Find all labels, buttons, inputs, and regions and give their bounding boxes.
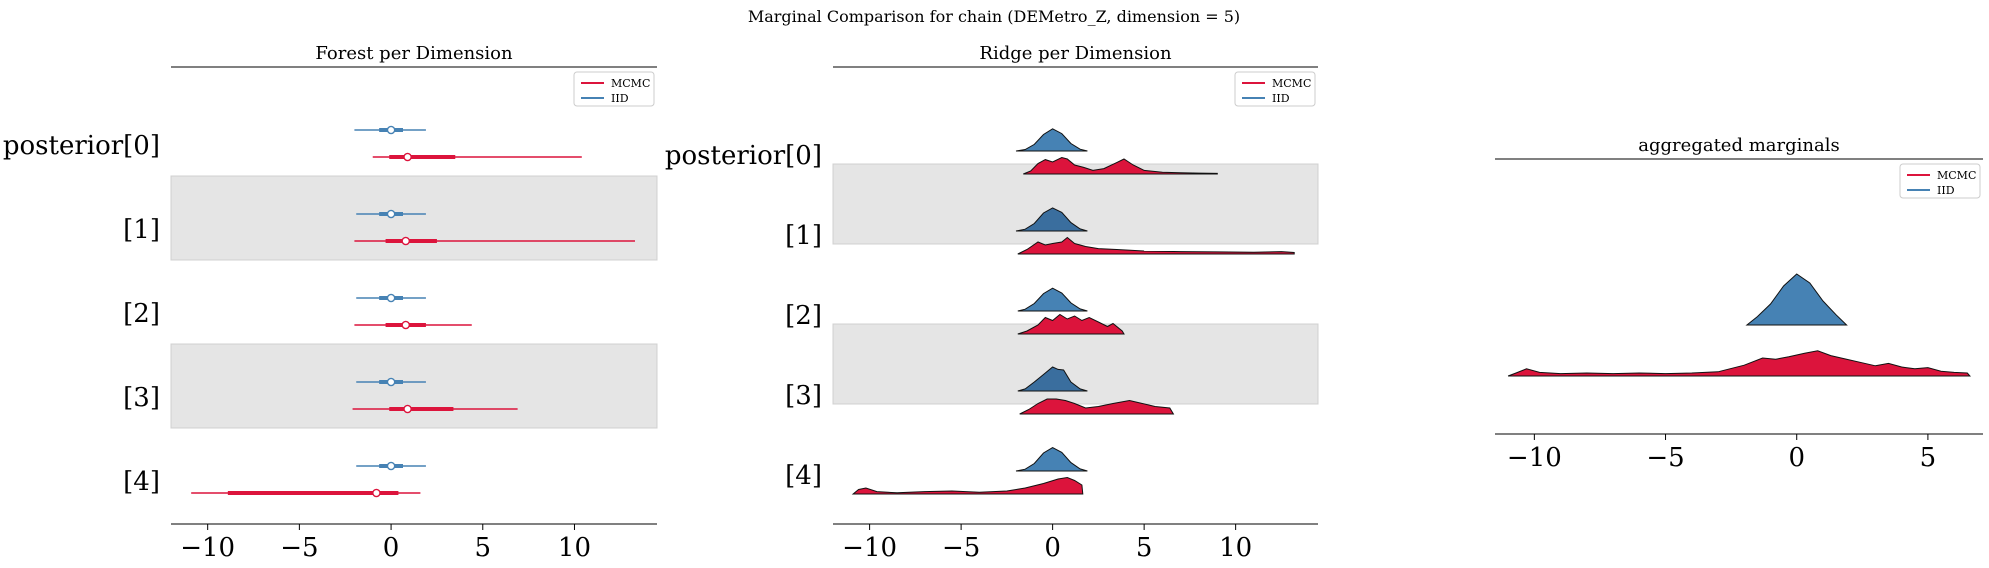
forest-interval-mcmc: [372, 152, 582, 162]
ridge-density-iid: [1015, 207, 1088, 232]
agg-x-tick-label: −10: [1507, 443, 1562, 473]
ridge-row-label: [3]: [785, 381, 822, 411]
forest-median-point: [372, 488, 381, 498]
ridge-density-iid: [1017, 287, 1088, 312]
ridge-density-mcmc: [1019, 398, 1175, 415]
panels: Forest per Dimension posterior[0] [1] [2] [3…: [3, 43, 1983, 563]
ridge-density-mcmc: [851, 476, 1084, 495]
agg-density-iid: [1745, 273, 1848, 326]
ridge-density-iid: [1015, 128, 1088, 152]
forest-median-point: [386, 125, 396, 135]
agg-x-tick-label: 0: [1788, 443, 1805, 473]
forest-row-label: [3]: [123, 383, 160, 413]
forest-title: Forest per Dimension: [315, 43, 513, 64]
forest-x-tick-label: 5: [475, 533, 492, 563]
forest-x-tick-label: −5: [280, 533, 318, 563]
ridge-row-label: [2]: [785, 301, 822, 331]
forest-interval-mcmc: [352, 404, 518, 414]
forest-row-label: [4]: [123, 467, 160, 497]
ridge-legend: MCMC IID: [1234, 71, 1316, 107]
forest-interval-mcmc: [354, 320, 472, 330]
agg-x-tick-label: 5: [1920, 443, 1937, 473]
ridge-density-iid: [1015, 447, 1088, 472]
forest-interval-iid: [356, 377, 426, 387]
forest-interval-mcmc: [354, 236, 635, 246]
ridge-row-band: [832, 323, 1319, 405]
forest-legend-label-iid: IID: [611, 92, 629, 105]
agg-density-mcmc: [1507, 350, 1971, 377]
ridge-x-tick-label: 5: [1136, 533, 1153, 563]
ridge-density-iid: [1017, 366, 1088, 392]
forest-legend: MCMC IID: [573, 71, 655, 107]
ridge-title: Ridge per Dimension: [979, 43, 1172, 64]
forest-row-label: [1]: [123, 215, 160, 245]
forest-row-label: [2]: [123, 299, 160, 329]
forest-median-point: [386, 461, 396, 471]
ridge-density-mcmc: [1017, 313, 1125, 335]
forest-row-band: [170, 175, 658, 261]
forest-row-label: posterior[0]: [3, 131, 160, 161]
ridge-density-mcmc: [1023, 156, 1218, 175]
agg-legend: MCMC IID: [1899, 163, 1981, 199]
ridge-density-mcmc: [1017, 236, 1295, 255]
agg-title: aggregated marginals: [1638, 135, 1839, 156]
figure-suptitle: Marginal Comparison for chain (DEMetro_Z…: [748, 7, 1240, 26]
agg-legend-label-iid: IID: [1937, 184, 1955, 197]
ridge-x-tick-label: −10: [842, 533, 897, 563]
forest-interval-iid: [356, 293, 426, 303]
forest-x-tick-label: 10: [558, 533, 591, 563]
ridge-row-label: [1]: [785, 221, 822, 251]
forest-median-point: [386, 377, 396, 387]
ridge-x-tick-label: 10: [1219, 533, 1252, 563]
ridge-row-label: posterior[0]: [665, 141, 822, 171]
forest-interval-iid: [356, 209, 426, 219]
forest-row-band: [170, 343, 658, 429]
forest-median-point: [403, 404, 412, 414]
ridge-x-tick-label: 0: [1044, 533, 1061, 563]
forest-median-point: [386, 209, 396, 219]
ridge-x-tick-label: −5: [942, 533, 980, 563]
forest-legend-label-mcmc: MCMC: [611, 77, 650, 90]
ridge-row-band: [832, 163, 1319, 245]
agg-x-tick-label: −5: [1646, 443, 1684, 473]
forest-x-tick-label: −10: [180, 533, 235, 563]
forest-median-point: [401, 320, 411, 330]
ridge-legend-label-mcmc: MCMC: [1272, 77, 1311, 90]
forest-median-point: [401, 236, 411, 246]
ridge-legend-label-iid: IID: [1272, 92, 1290, 105]
forest-interval-iid: [356, 461, 426, 471]
agg-legend-label-mcmc: MCMC: [1937, 169, 1976, 182]
forest-median-point: [403, 152, 412, 162]
ridge-row-label: [4]: [785, 461, 822, 491]
forest-interval-mcmc: [191, 488, 421, 498]
forest-interval-iid: [354, 125, 426, 135]
forest-x-tick-label: 0: [383, 533, 400, 563]
forest-median-point: [386, 293, 396, 303]
